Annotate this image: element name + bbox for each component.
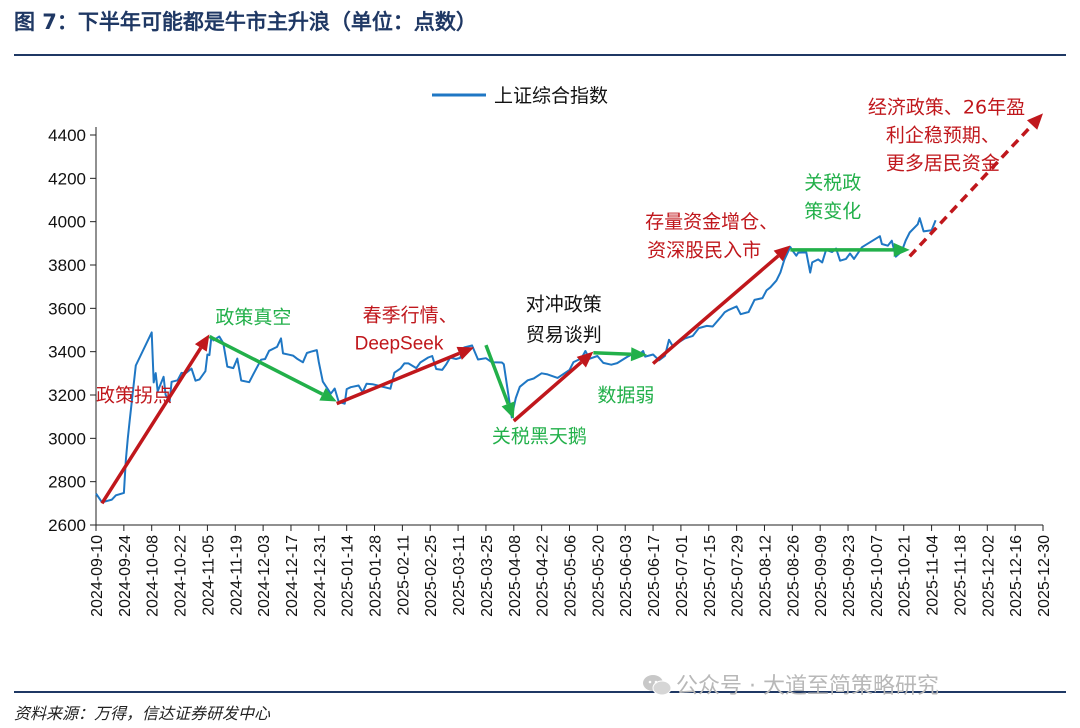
arrow-green-1 — [208, 334, 337, 402]
y-tick-label: 4200 — [48, 169, 86, 188]
x-tick-label: 2025-04-08 — [507, 535, 524, 617]
x-tick-label: 2024-10-08 — [145, 535, 162, 617]
x-tick-label: 2024-12-31 — [312, 535, 329, 617]
x-tick-label: 2025-07-15 — [702, 535, 719, 617]
annotation-label: 数据弱 — [597, 385, 654, 407]
x-tick-label: 2025-10-07 — [869, 535, 886, 617]
y-tick-label: 3600 — [48, 299, 86, 318]
wechat-icon — [643, 675, 672, 696]
x-tick-label: 2024-12-03 — [256, 535, 273, 617]
annotation-label: 贸易谈判 — [526, 324, 602, 346]
x-tick-label: 2025-01-14 — [340, 535, 357, 617]
x-tick-label: 2024-09-24 — [117, 535, 134, 617]
arrow-head — [893, 242, 910, 257]
x-tick-label: 2025-05-20 — [590, 535, 607, 617]
x-tick-label: 2025-08-26 — [785, 535, 802, 617]
watermark-text: 公众号 · 大道至简策略研究 — [676, 674, 939, 699]
x-tick-label: 2025-07-01 — [674, 535, 691, 617]
y-tick-label: 3800 — [48, 256, 86, 275]
annotation-label: 春季行情、 — [363, 304, 458, 326]
annotation-label: 对冲政策 — [526, 294, 602, 316]
arrow-red-4 — [651, 245, 791, 365]
annotation-label: 政策真空 — [215, 307, 291, 329]
y-tick-label: 4400 — [48, 126, 86, 145]
arrow-shaft — [512, 360, 583, 423]
x-tick-label: 2025-12-30 — [1036, 535, 1053, 617]
arrow-shaft — [484, 344, 510, 405]
annotation-label: 关税黑天鹅 — [492, 426, 587, 448]
x-tick-label: 2025-08-12 — [757, 535, 774, 617]
series-layer — [95, 217, 937, 504]
y-tick-label: 3200 — [48, 386, 86, 405]
y-tick-label: 2600 — [48, 516, 86, 535]
arrow-head — [456, 346, 475, 360]
x-tick-label: 2025-11-18 — [952, 535, 969, 616]
arrow-red-5 — [908, 113, 1043, 258]
arrow-shaft — [336, 351, 460, 406]
x-tick-label: 2024-12-17 — [284, 535, 301, 617]
arrow-shaft — [100, 346, 203, 505]
y-tick-label: 2800 — [48, 473, 86, 492]
x-tick-label: 2024-10-22 — [173, 535, 190, 617]
annotation-label: 关税政 — [804, 172, 861, 194]
x-tick-label: 2025-02-11 — [395, 535, 412, 616]
y-tick-label: 3000 — [48, 429, 86, 448]
annotation-label: 政策拐点 — [96, 385, 172, 407]
arrow-red-3 — [512, 351, 594, 423]
arrow-green-4 — [790, 242, 910, 257]
watermark: 公众号 · 大道至简策略研究 — [642, 668, 939, 700]
y-tick-label: 4000 — [48, 213, 86, 232]
x-tick-label: 2025-09-09 — [813, 535, 830, 617]
arrow-head — [576, 351, 594, 368]
arrow-green-3 — [593, 347, 648, 362]
arrow-head — [501, 401, 515, 419]
x-tick-label: 2025-06-17 — [646, 535, 663, 617]
annotation-label: 经济政策、26年盈 — [868, 96, 1025, 118]
x-tick-label: 2025-02-25 — [423, 535, 440, 617]
x-tick-label: 2024-11-05 — [200, 535, 217, 616]
arrow-green-2 — [484, 344, 515, 419]
x-tick-label: 2025-06-03 — [618, 535, 635, 617]
x-tick-label: 2025-01-28 — [368, 535, 385, 617]
arrow-head — [773, 245, 791, 262]
arrow-head — [630, 347, 648, 362]
legend-label: 上证综合指数 — [494, 85, 608, 107]
x-tick-label: 2024-09-10 — [89, 535, 106, 617]
x-tick-label: 2025-10-21 — [897, 535, 914, 617]
arrow-head — [319, 387, 337, 402]
x-tick-label: 2025-03-25 — [479, 535, 496, 617]
x-tick-label: 2025-05-06 — [563, 535, 580, 617]
arrow-red-2 — [336, 346, 475, 406]
annotation-label: 存量资金增仓、 — [645, 211, 778, 233]
axes: 2600 2800 3000 3200 3400 3600 3800 4000 4200 4400… — [48, 126, 1053, 617]
arrow-shaft — [208, 334, 324, 396]
x-tick-label: 2025-04-22 — [535, 535, 552, 617]
annotation-label: DeepSeek — [355, 334, 444, 355]
x-tick-label: 2025-03-11 — [451, 535, 468, 616]
arrow-head — [1026, 113, 1043, 130]
x-tick-label: 2025-12-02 — [980, 535, 997, 617]
figure-title: 图 7：下半年可能都是牛市主升浪（单位：点数） — [14, 10, 477, 34]
x-tick-label: 2025-07-29 — [730, 535, 747, 617]
x-tick-label: 2025-09-23 — [841, 535, 858, 617]
x-tick-label: 2024-11-19 — [228, 535, 245, 616]
source-note: 资料来源：万得，信达证券研发中心 — [14, 704, 271, 723]
y-tick-label: 3400 — [48, 343, 86, 362]
annotation-label: 更多居民资金 — [886, 153, 1000, 175]
series-line — [95, 217, 937, 504]
arrows-layer — [100, 113, 1043, 505]
arrow-red-1 — [100, 334, 210, 505]
x-tick-label: 2025-12-16 — [1008, 535, 1025, 617]
x-tick-label: 2025-11-04 — [925, 535, 942, 616]
arrow-shaft — [651, 254, 780, 365]
annotation-label: 利企稳预期、 — [886, 125, 1000, 147]
arrow-shaft — [593, 351, 632, 357]
legend: 上证综合指数 — [432, 85, 608, 107]
annotation-label: 策变化 — [804, 200, 861, 222]
arrow-head — [194, 334, 210, 352]
annotation-label: 资深股民入市 — [647, 239, 761, 261]
